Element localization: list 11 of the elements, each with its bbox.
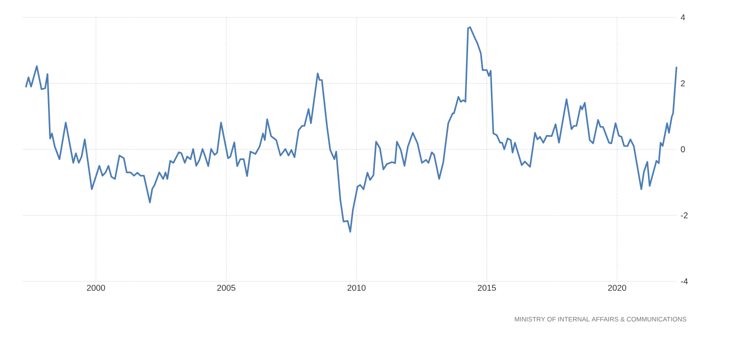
x-tick-label: 2020 (608, 284, 626, 291)
y-tick-label: 2 (680, 80, 685, 86)
x-tick-label: 2015 (478, 284, 496, 291)
y-tick-label: -2 (680, 212, 688, 218)
x-tick-label: 2005 (217, 284, 236, 291)
x-tick-label: 2010 (348, 284, 366, 291)
y-tick-label: 4 (680, 14, 686, 20)
x-tick-label: 2000 (86, 284, 106, 291)
y-tick-label: 0 (680, 146, 685, 152)
line-series (25, 26, 678, 233)
y-tick-label: -4 (680, 278, 688, 284)
